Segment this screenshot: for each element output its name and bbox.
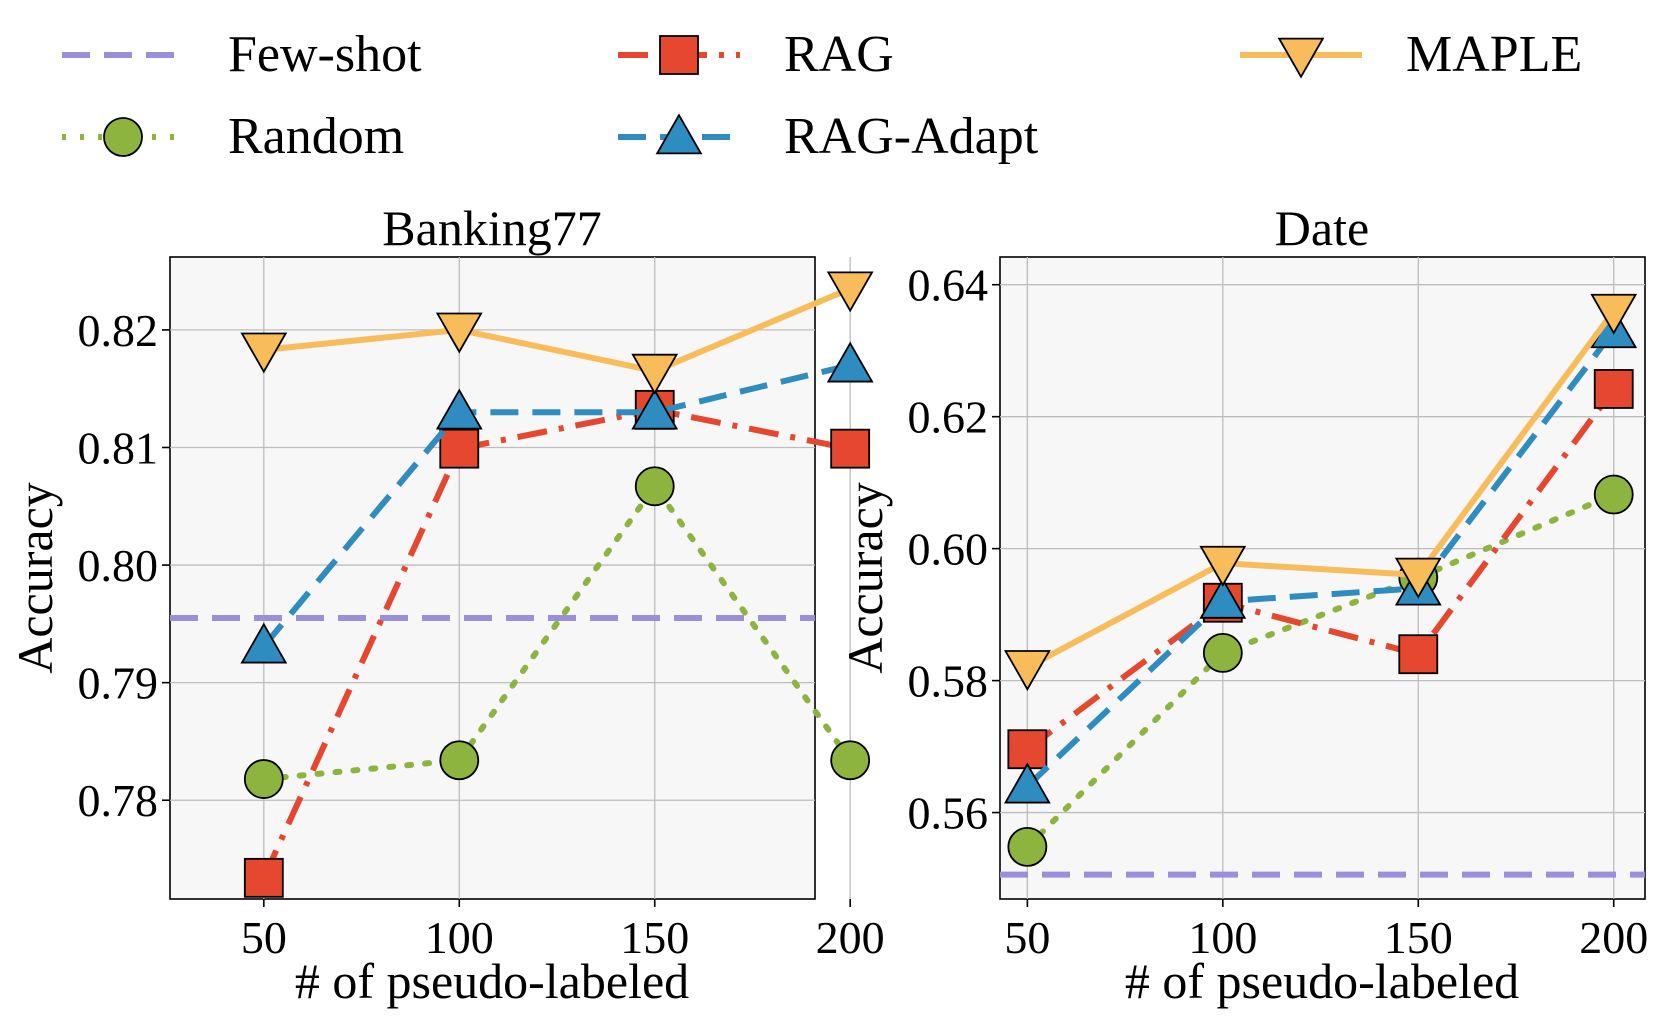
- plot-area-date: [999, 256, 1646, 900]
- x-tick-label: 100: [425, 912, 494, 963]
- y-axis-label-banking77: Accuracy: [7, 482, 63, 674]
- data-point-ragadapt: [631, 388, 679, 430]
- x-axis-label-banking77: # of pseudo-labeled: [295, 953, 689, 1009]
- y-tick-label: 0.62: [908, 392, 989, 443]
- series-line-ragadapt: [261, 362, 851, 649]
- y-axis-label-date: Accuracy: [837, 482, 893, 674]
- data-point-random: [1593, 474, 1634, 515]
- legend-marker-rag: [659, 35, 699, 75]
- data-point-rag: [243, 857, 284, 898]
- data-point-rag: [830, 428, 871, 469]
- data-point-ragadapt: [826, 341, 874, 383]
- y-tick-label: 0.60: [908, 524, 989, 575]
- legend-marker-shape-ragadapt: [655, 113, 703, 155]
- data-point-rag: [1398, 634, 1439, 675]
- chart-title-date: Date: [1275, 200, 1369, 256]
- data-point-random: [634, 466, 675, 507]
- data-point-random: [1202, 632, 1243, 673]
- series-line-random: [1024, 491, 1617, 850]
- x-tick-label: 150: [620, 912, 689, 963]
- series-line-maple: [1025, 309, 1617, 671]
- x-tick-label: 200: [1579, 912, 1648, 963]
- data-point-maple: [1590, 293, 1638, 335]
- series-line-rag: [1025, 387, 1617, 752]
- series-line-maple: [263, 285, 852, 375]
- y-tick-label: 0.58: [908, 656, 989, 707]
- data-point-random: [1007, 826, 1048, 867]
- data-point-ragadapt: [435, 388, 483, 430]
- data-point-maple: [435, 312, 483, 354]
- x-axis-label-date: # of pseudo-labeled: [1125, 953, 1519, 1009]
- y-tick-label: 0.79: [78, 658, 159, 709]
- legend-marker-maple: [1277, 37, 1325, 79]
- y-tick-label: 0.81: [78, 422, 159, 473]
- data-point-maple: [1394, 557, 1442, 599]
- data-point-ragadapt: [1199, 577, 1247, 619]
- legend-label-maple: MAPLE: [1406, 26, 1582, 83]
- data-point-ragadapt: [1003, 762, 1051, 804]
- y-tick-label: 0.80: [78, 540, 159, 591]
- x-tick-label: 50: [241, 912, 287, 963]
- series-line-rag: [261, 406, 851, 880]
- x-tick-label: 150: [1384, 912, 1453, 963]
- legend-marker-shape-maple: [1277, 37, 1325, 79]
- chart-banking77: Banking77 50 100 150 200 0.78 0.79 0.80 0.81 0.…: [7, 200, 885, 1009]
- series-line-ragadapt: [1025, 329, 1617, 789]
- data-point-rag: [439, 428, 480, 469]
- x-tick-label: 100: [1188, 912, 1257, 963]
- x-tick-label: 50: [1004, 912, 1050, 963]
- series-line-random: [260, 483, 854, 783]
- legend-label-fewshot: Few-shot: [228, 26, 422, 83]
- y-tick-label: 0.82: [78, 305, 159, 356]
- legend: Few-shot Random RAG RAG-Adapt MAPLE: [62, 26, 1582, 165]
- legend-label-ragadapt: RAG-Adapt: [784, 108, 1039, 165]
- legend-item-maple: MAPLE: [1240, 26, 1582, 83]
- x-tick-label: 200: [816, 912, 885, 963]
- legend-marker-random: [103, 117, 143, 157]
- data-point-maple: [1003, 650, 1051, 692]
- y-tick-label: 0.64: [908, 260, 989, 311]
- y-tick-label: 0.78: [78, 775, 159, 826]
- data-point-maple: [826, 271, 874, 313]
- legend-item-rag: RAG: [618, 26, 894, 83]
- data-point-random: [439, 740, 480, 781]
- data-point-maple: [240, 332, 288, 374]
- data-point-random: [243, 759, 284, 799]
- y-tick-label: 0.56: [908, 788, 989, 839]
- data-point-maple: [1199, 545, 1247, 587]
- legend-label-rag: RAG: [784, 26, 894, 83]
- legend-item-random: Random: [62, 108, 404, 165]
- data-point-ragadapt: [240, 622, 288, 664]
- legend-marker-shape-rag: [659, 35, 699, 75]
- chart-title-banking77: Banking77: [382, 200, 601, 256]
- chart-date: Date 50 100 150 200 0.56 0.58 0.60 0.62 0.64 # …: [837, 200, 1648, 1009]
- legend-marker-ragadapt: [655, 113, 703, 155]
- legend-label-random: Random: [228, 108, 404, 165]
- legend-item-ragadapt: RAG-Adapt: [618, 108, 1039, 165]
- data-point-random: [830, 740, 871, 781]
- data-point-maple: [631, 353, 679, 395]
- data-point-rag: [1593, 369, 1634, 409]
- legend-marker-shape-random: [103, 117, 143, 157]
- data-point-rag: [1007, 729, 1048, 770]
- legend-item-fewshot: Few-shot: [62, 26, 422, 83]
